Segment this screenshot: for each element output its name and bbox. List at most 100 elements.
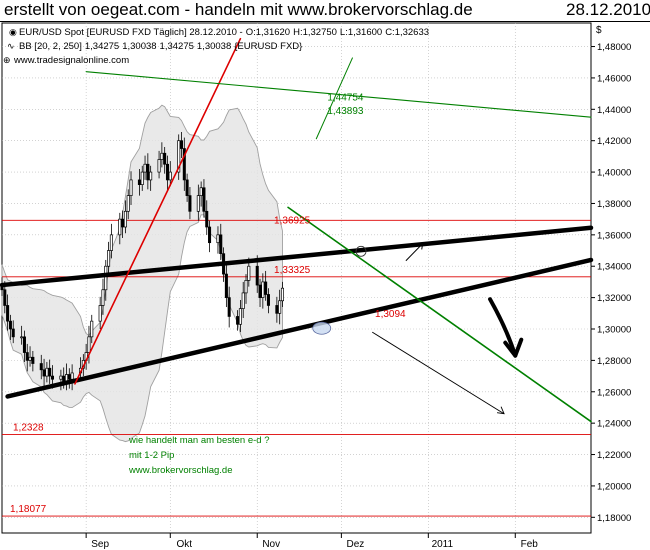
candle-body (67, 374, 71, 380)
candle-body (224, 273, 228, 298)
y-tick-label: 1,18000 (597, 513, 631, 524)
point-label: 1,43893 (327, 106, 364, 117)
up-arrow-line (405, 243, 424, 262)
high-marker-circle (355, 245, 367, 257)
candle-body (107, 250, 111, 267)
level-label: 1,18077 (10, 504, 47, 515)
candle-body (208, 226, 212, 244)
point-label: 1,3094 (375, 309, 406, 320)
candle-body (199, 187, 203, 196)
level-label: 1,36925 (274, 215, 311, 226)
projection-arrow-line (371, 331, 505, 415)
candle-body (45, 367, 49, 377)
legend-bb-prefix: BB [20, 2, 250] (19, 41, 82, 52)
candle-body (98, 305, 102, 322)
trendline-steep-rise (74, 37, 242, 385)
candle-body (31, 356, 35, 364)
candle-body (118, 218, 122, 236)
green-marker-line (315, 57, 354, 140)
candle-body (238, 308, 242, 325)
legend-bb-icon: ∿ (7, 41, 15, 51)
candle-body (157, 159, 161, 173)
candle-body (241, 292, 245, 309)
candle-body (143, 163, 147, 173)
y-axis-symbol: $ (596, 25, 602, 36)
candle-body (3, 289, 7, 306)
legend-open: O:1,31620 (246, 27, 290, 38)
candle-body (160, 152, 164, 160)
candle-body (264, 281, 268, 295)
legend: ◉ EUR/USD Spot [EURUSD FXD Täglich] 28.1… (3, 27, 429, 66)
y-tick-label: 1,24000 (597, 419, 631, 430)
legend-site-icon: ⊕ (3, 55, 11, 65)
y-tick-label: 1,42000 (597, 136, 631, 147)
legend-symbol-line: EUR/USD Spot [EURUSD FXD Täglich] 28.12.… (19, 27, 243, 38)
legend-high: H:1,32750 (293, 27, 337, 38)
candle-body (87, 336, 91, 353)
candle-body (278, 300, 282, 314)
y-tick-label: 1,30000 (597, 325, 631, 336)
x-tick-label: Okt (177, 539, 193, 550)
level-label: 1,2328 (13, 422, 44, 433)
y-tick-label: 1,38000 (597, 199, 631, 210)
axes: 1,18000 1,20000 1,22000 1,24000 1,26000 1,280… (85, 25, 631, 550)
candle-body (182, 148, 186, 181)
candle-body (59, 375, 63, 380)
candle-body (121, 218, 125, 228)
grid (1, 22, 592, 534)
candle-body (101, 289, 105, 306)
candle-body (261, 281, 265, 298)
candle-body (179, 140, 184, 149)
candle-body (39, 363, 43, 371)
candle-body (244, 280, 248, 294)
trendline-long-descending (85, 71, 592, 118)
point-label: 1,44754 (327, 93, 364, 104)
y-tick-label: 1,28000 (597, 356, 631, 367)
x-tick-label: Sep (91, 539, 109, 550)
candle-body (165, 163, 169, 181)
y-tick-label: 1,46000 (597, 73, 631, 84)
candle-body (140, 171, 144, 185)
legend-symbol-icon: ◉ (9, 27, 17, 37)
candle-body (258, 284, 262, 298)
big-down-arrow-line (488, 297, 518, 358)
candle-body (216, 234, 220, 244)
candle-body (11, 328, 15, 338)
candle-body (280, 287, 284, 302)
annotation-text: wie handelt man am besten e-d ? (128, 435, 269, 446)
candle-body (22, 336, 26, 353)
candle-body (177, 140, 181, 173)
candle-body (42, 369, 46, 377)
header-rule (0, 21, 650, 22)
candle-body (266, 294, 270, 306)
candle-body (247, 265, 251, 281)
y-tick-label: 1,40000 (597, 168, 631, 179)
y-tick-label: 1,32000 (597, 293, 631, 304)
candle-body (255, 265, 259, 286)
trendlines (0, 37, 594, 423)
candle-body (219, 234, 223, 255)
annotation-text: www.brokervorschlag.de (128, 465, 233, 476)
x-tick-label: Feb (521, 539, 539, 550)
candle-body (123, 210, 127, 228)
trendline-resistance (0, 225, 594, 288)
y-tick-label: 1,20000 (597, 481, 631, 492)
candle-body (188, 195, 192, 212)
y-tick-label: 1,36000 (597, 230, 631, 241)
candle-body (275, 305, 279, 314)
candle-body (90, 320, 94, 338)
candle-body (236, 316, 240, 325)
low-marker-circle (312, 321, 332, 335)
y-tick-label: 1,26000 (597, 387, 631, 398)
candle-body (28, 356, 32, 361)
candle-body (227, 297, 231, 317)
candle-body (202, 187, 206, 212)
svg-text:EUR/USD Spot [EURUSD FXD Tägl: EUR/USD Spot [EURUSD FXD Täglich] 28.12.… (19, 27, 429, 38)
legend-site: www.tradesignalonline.com (13, 55, 129, 66)
legend-low: L:1,31600 (340, 27, 382, 38)
candle-body (137, 179, 141, 185)
legend-bb-upper: 1,34275 (85, 41, 119, 52)
